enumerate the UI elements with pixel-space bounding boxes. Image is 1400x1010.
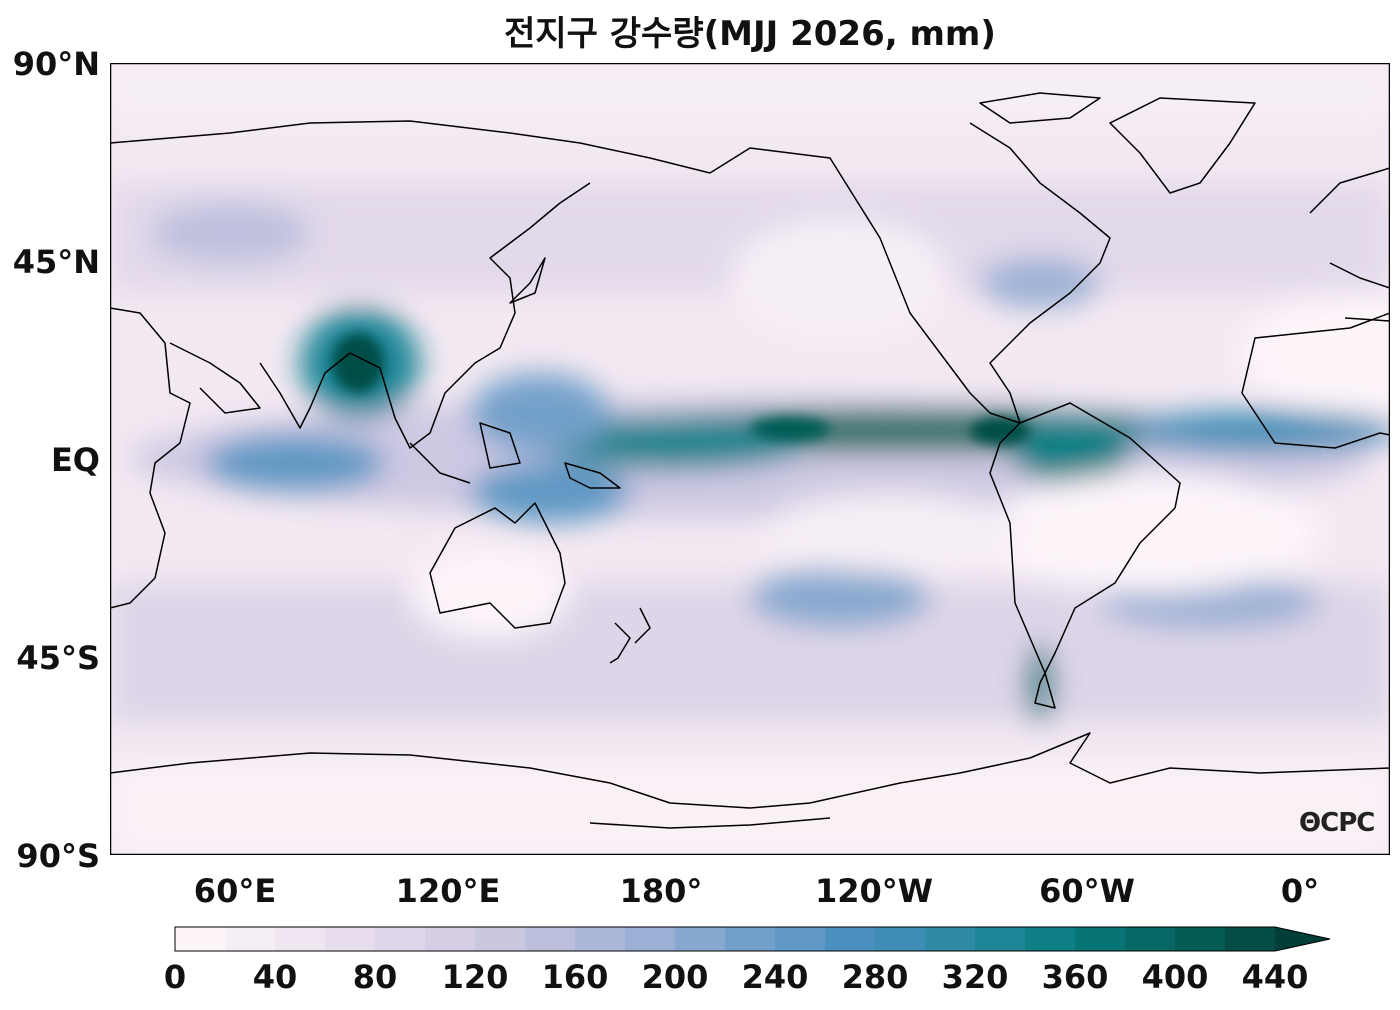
precip-hotspots	[332, 333, 1030, 445]
colorbar-segment	[475, 927, 526, 951]
colorbar-segment	[875, 927, 926, 951]
antarctica-coast	[110, 732, 1390, 809]
colorbar-tick-400: 400	[1141, 958, 1209, 996]
siberia-coast	[110, 120, 711, 174]
cpc-logo: ΘCPC	[1299, 808, 1375, 838]
colorbar-extend-arrow	[1275, 927, 1330, 951]
colorbar-outline	[174, 926, 1331, 952]
map-title: 전지구 강수량(MJJ 2026, mm)	[504, 14, 996, 54]
lon-label-0: 0°	[1280, 872, 1320, 910]
colorbar-tick-160: 160	[541, 958, 609, 996]
lon-label-120w: 120°W	[814, 872, 934, 910]
colorbar-segment	[625, 927, 676, 951]
africa-west-coast	[1241, 312, 1390, 449]
colorbar-tick-320: 320	[941, 958, 1009, 996]
colorbar-segment	[775, 927, 826, 951]
india-coast	[259, 352, 351, 429]
colorbar-segment	[675, 927, 726, 951]
colorbar-tick-80: 80	[352, 958, 398, 996]
colorbar-segment	[925, 927, 976, 951]
new-zealand	[609, 607, 651, 664]
new-guinea	[564, 462, 621, 489]
coastlines	[110, 92, 1390, 829]
colorbar-segment	[1075, 927, 1126, 951]
colorbar-segment	[575, 927, 626, 951]
colorbar-tick-40: 40	[252, 958, 298, 996]
map-frame-border	[110, 63, 1390, 855]
lat-label-90s: 90°S	[16, 837, 100, 875]
lat-label-45n: 45°N	[12, 243, 100, 281]
colorbar-segment	[975, 927, 1026, 951]
lon-label-180: 180°	[619, 872, 703, 910]
arctic-islands	[979, 92, 1101, 124]
colorbar-tick-0: 0	[163, 958, 187, 996]
sumatra-borneo	[409, 422, 521, 484]
colorbar-segment	[825, 927, 876, 951]
colorbar-segment	[225, 927, 276, 951]
lon-label-60w: 60°W	[1039, 872, 1135, 910]
colorbar-segment	[275, 927, 326, 951]
colorbar-segment	[425, 927, 476, 951]
colorbar-tick-240: 240	[741, 958, 809, 996]
greenland	[1109, 97, 1256, 194]
southeast-asia-coast	[349, 182, 591, 449]
japan	[509, 257, 546, 304]
colorbar-segment	[1225, 927, 1276, 951]
north-america-coast	[709, 122, 1111, 424]
lat-label-45s: 45°S	[16, 639, 100, 677]
lon-label-120e: 120°E	[395, 872, 501, 910]
colorbar-tick-360: 360	[1041, 958, 1109, 996]
south-america-coast	[989, 402, 1181, 709]
colorbar-segment	[525, 927, 576, 951]
arabia-coast	[169, 342, 261, 414]
colorbar-segment	[1025, 927, 1076, 951]
australia-coast	[429, 502, 566, 629]
colorbar-tick-440: 440	[1241, 958, 1309, 996]
colorbar	[174, 926, 1331, 952]
precipitation-field	[110, 63, 1390, 855]
colorbar-tick-280: 280	[841, 958, 909, 996]
colorbar-segment	[175, 927, 226, 951]
europe-coast	[1309, 167, 1390, 322]
lat-label-90n: 90°N	[12, 45, 100, 83]
colorbar-segment	[375, 927, 426, 951]
colorbar-segment	[1175, 927, 1226, 951]
colorbar-tick-120: 120	[441, 958, 509, 996]
colorbar-segment	[325, 927, 376, 951]
africa-coast	[110, 307, 191, 609]
colorbar-tick-200: 200	[641, 958, 709, 996]
lat-label-eq: EQ	[50, 441, 100, 479]
colorbar-segment	[725, 927, 776, 951]
lon-label-60e: 60°E	[193, 872, 277, 910]
cpc-logo-text: CPC	[1320, 808, 1375, 838]
colorbar-segment	[1125, 927, 1176, 951]
precipitation-map	[110, 63, 1390, 855]
antarctica-inner	[589, 817, 831, 829]
